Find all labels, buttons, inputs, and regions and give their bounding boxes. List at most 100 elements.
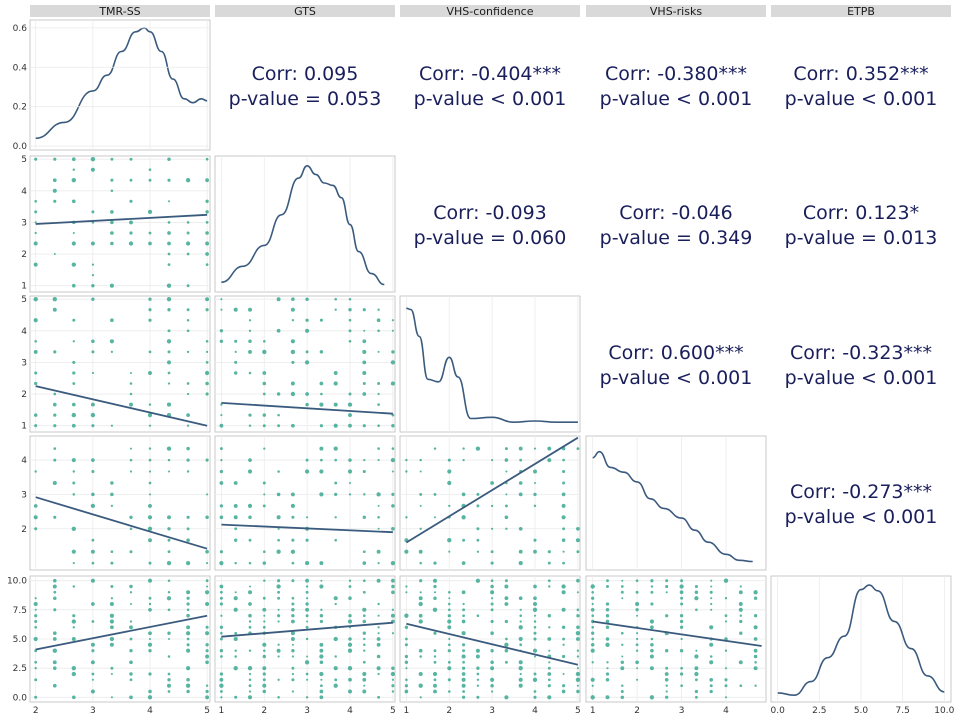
scatter-point bbox=[220, 447, 223, 450]
scatter-point bbox=[291, 424, 295, 428]
scatter-point bbox=[262, 608, 266, 612]
scatter-point bbox=[363, 493, 365, 495]
scatter-point bbox=[377, 329, 380, 332]
scatter-point bbox=[168, 638, 170, 640]
scatter-point bbox=[348, 424, 352, 428]
scatter-point bbox=[695, 608, 698, 611]
scatter-point bbox=[72, 284, 76, 288]
scatter-point bbox=[220, 550, 223, 553]
scatter-point bbox=[220, 615, 222, 617]
scatter-point bbox=[187, 643, 190, 646]
scatter-point bbox=[168, 539, 171, 542]
y-tick-label: 1 bbox=[21, 422, 27, 432]
scatter-point bbox=[636, 615, 638, 617]
scatter-point bbox=[234, 696, 237, 699]
scatter-point bbox=[448, 591, 451, 594]
scatter-point bbox=[392, 679, 394, 681]
scatter-point bbox=[263, 448, 265, 450]
scatter-point bbox=[694, 666, 698, 670]
scatter-point bbox=[91, 690, 95, 694]
scatter-point bbox=[433, 672, 437, 676]
scatter-point bbox=[335, 603, 337, 605]
panel-frame bbox=[30, 156, 210, 292]
scatter-point bbox=[348, 649, 352, 653]
scatter-point bbox=[635, 608, 638, 611]
scatter-point bbox=[448, 643, 451, 646]
scatter-point bbox=[621, 696, 624, 699]
scatter-point bbox=[187, 527, 190, 530]
scatter-point bbox=[129, 649, 132, 652]
scatter-point bbox=[335, 516, 337, 518]
scatter-point bbox=[130, 179, 133, 182]
scatter-point bbox=[292, 690, 294, 692]
scatter-point bbox=[205, 590, 209, 594]
corr-value: Corr: 0.123* bbox=[803, 202, 919, 224]
scatter-point bbox=[263, 504, 266, 507]
scatter-point bbox=[476, 579, 480, 583]
scatter-point bbox=[462, 561, 466, 565]
scatter-point bbox=[462, 590, 466, 594]
scatter-point bbox=[519, 678, 523, 682]
scatter-point bbox=[168, 382, 170, 384]
scatter-point bbox=[292, 597, 295, 600]
scatter-point bbox=[53, 608, 56, 611]
scatter-point bbox=[72, 371, 75, 374]
scatter-point bbox=[34, 350, 38, 354]
scatter-point bbox=[754, 597, 757, 600]
scatter-point bbox=[606, 602, 609, 605]
scatter-point bbox=[621, 580, 623, 582]
scatter-point bbox=[91, 579, 95, 583]
scatter-point bbox=[72, 614, 75, 617]
scatter-point bbox=[533, 696, 536, 699]
p-value: p-value < 0.001 bbox=[785, 367, 938, 389]
scatter-point bbox=[276, 550, 280, 554]
scatter-point bbox=[34, 340, 37, 343]
scatter-point bbox=[462, 678, 466, 682]
scatter-point bbox=[277, 579, 280, 582]
scatter-point bbox=[291, 602, 294, 605]
scatter-point bbox=[72, 550, 76, 554]
scatter-point bbox=[680, 614, 683, 617]
scatter-point bbox=[110, 625, 114, 629]
scatter-point bbox=[710, 690, 713, 693]
scatter-point bbox=[167, 179, 170, 182]
scatter-point bbox=[405, 516, 407, 518]
scatter-point bbox=[334, 298, 337, 301]
y-tick-label: 0.4 bbox=[13, 63, 28, 73]
scatter-point bbox=[349, 493, 351, 495]
scatter-point bbox=[533, 585, 537, 589]
scatter-point bbox=[533, 649, 537, 653]
y-tick-label: 3 bbox=[21, 490, 27, 500]
scatter-point bbox=[277, 655, 279, 657]
scatter-point bbox=[305, 561, 309, 565]
scatter-point bbox=[363, 579, 366, 582]
scatter-point bbox=[447, 625, 451, 629]
scatter-point bbox=[249, 330, 251, 332]
scatter-point bbox=[220, 696, 222, 698]
scatter-point bbox=[650, 655, 654, 659]
scatter-point bbox=[636, 679, 638, 681]
scatter-point bbox=[34, 527, 37, 530]
x-tick-label: 3 bbox=[679, 706, 685, 716]
scatter-point bbox=[680, 684, 683, 687]
scatter-point bbox=[490, 590, 494, 594]
scatter-point bbox=[263, 678, 266, 681]
scatter-point bbox=[306, 597, 308, 599]
scatter-point bbox=[110, 493, 114, 497]
scatter-point bbox=[149, 638, 151, 640]
scatter-point bbox=[591, 614, 594, 617]
scatter-point bbox=[91, 602, 95, 606]
scatter-point bbox=[606, 661, 608, 663]
scatter-point bbox=[725, 597, 727, 599]
scatter-point bbox=[306, 696, 308, 698]
scatter-point bbox=[754, 666, 758, 670]
scatter-point bbox=[405, 679, 408, 682]
scatter-point bbox=[148, 319, 151, 322]
scatter-point bbox=[709, 660, 713, 664]
scatter-point bbox=[148, 690, 152, 694]
scatter-point bbox=[709, 643, 713, 647]
scatter-point bbox=[110, 242, 114, 246]
scatter-point bbox=[234, 655, 237, 658]
scatter-point bbox=[477, 679, 479, 681]
scatter-point bbox=[277, 424, 280, 427]
